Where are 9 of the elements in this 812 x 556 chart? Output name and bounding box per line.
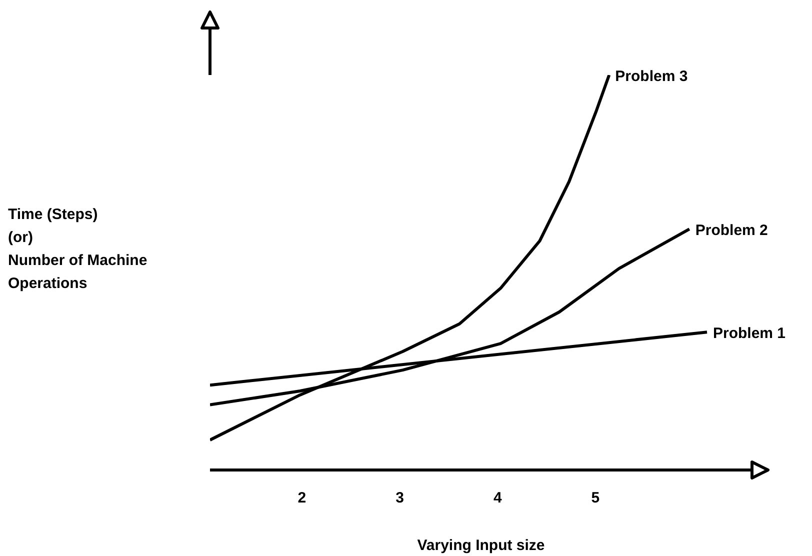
x-tick-label: 2 <box>298 490 306 507</box>
x-axis-title: Varying Input size <box>417 537 545 554</box>
x-tick-label: 4 <box>493 490 502 507</box>
series-label: Problem 1 <box>712 325 786 342</box>
series-label: Problem 3 <box>615 68 688 85</box>
x-tick-label: 3 <box>396 490 404 507</box>
y-axis-title: Time (Steps) (or) Number of Machine Operations <box>8 205 148 294</box>
x-tick-label: 5 <box>591 490 600 507</box>
series-label: Problem 2 <box>695 222 768 240</box>
